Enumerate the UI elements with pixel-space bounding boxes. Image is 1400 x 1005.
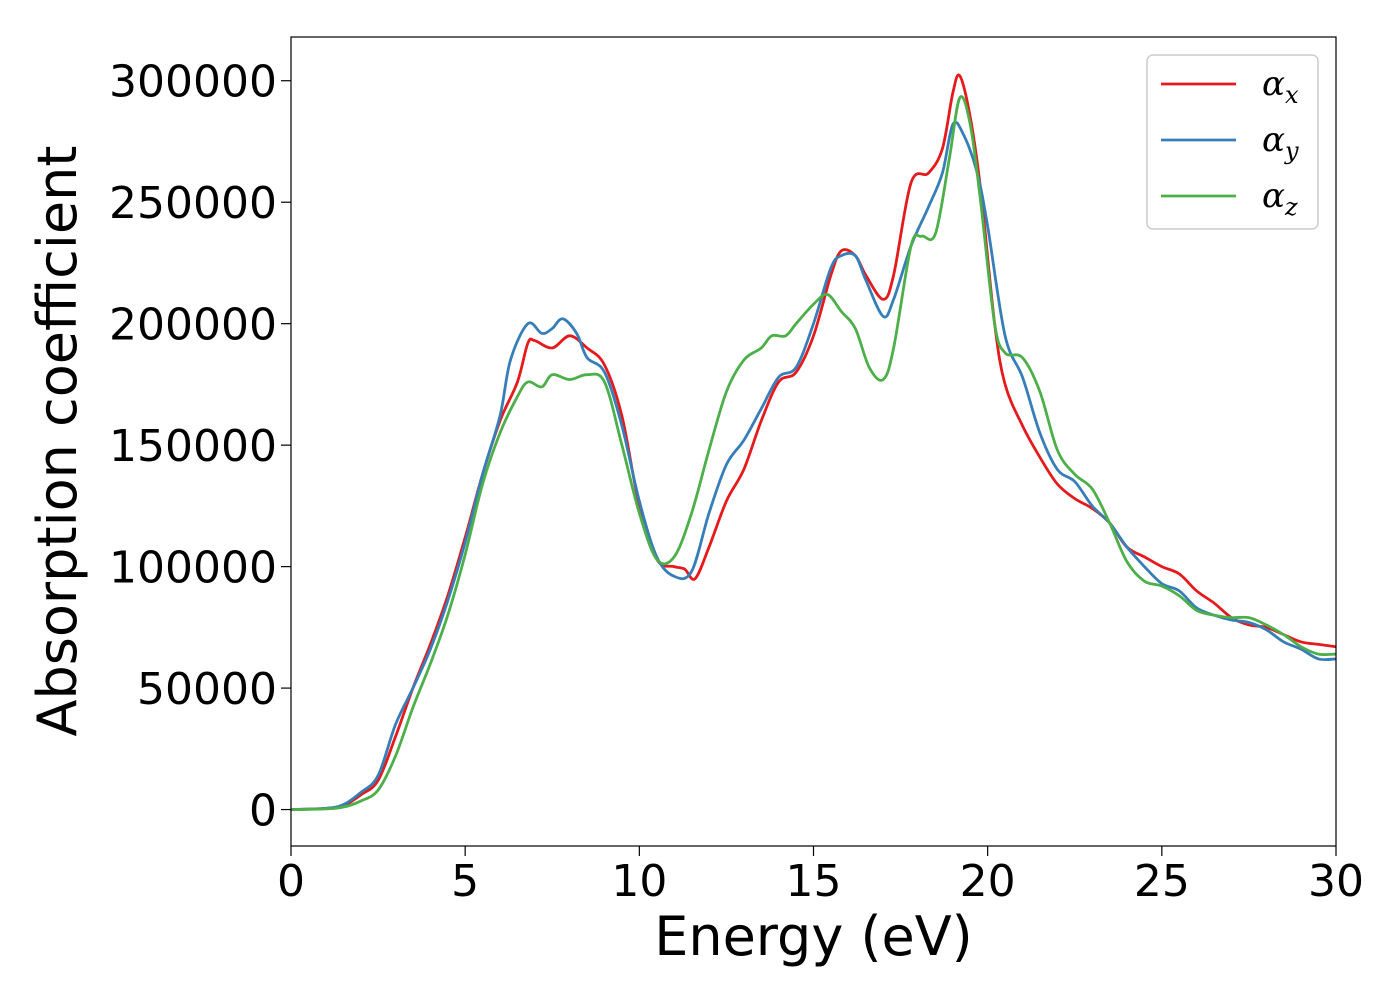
x-tick-label: 0 xyxy=(277,856,305,907)
y-tick-label: 200000 xyxy=(109,300,277,351)
y-axis: 0 50000 100000 150000 200000 250000 300000 xyxy=(109,57,291,837)
x-tick-label: 5 xyxy=(451,856,479,907)
y-tick-label: 250000 xyxy=(109,178,277,229)
legend-label-alpha-z: αz xyxy=(1262,176,1298,221)
x-tick-label: 30 xyxy=(1308,856,1364,907)
x-axis: 0 5 10 15 20 25 30 xyxy=(277,846,1364,907)
y-tick-label: 150000 xyxy=(109,421,277,472)
y-tick-label: 50000 xyxy=(137,664,277,715)
x-tick-label: 10 xyxy=(611,856,667,907)
y-tick-label: 100000 xyxy=(109,543,277,594)
series-alpha-y-line xyxy=(291,120,1336,811)
x-tick-label: 15 xyxy=(786,856,842,907)
legend-box xyxy=(1146,54,1319,230)
series-alpha-z-line xyxy=(291,95,1336,811)
x-axis-label: Energy (eV) xyxy=(654,905,973,968)
y-axis-label: Absorption coefficient xyxy=(26,146,89,737)
x-tick-label: 25 xyxy=(1134,856,1190,907)
y-tick-label: 0 xyxy=(249,786,277,837)
x-tick-label: 20 xyxy=(960,856,1016,907)
y-tick-label: 300000 xyxy=(109,57,277,108)
